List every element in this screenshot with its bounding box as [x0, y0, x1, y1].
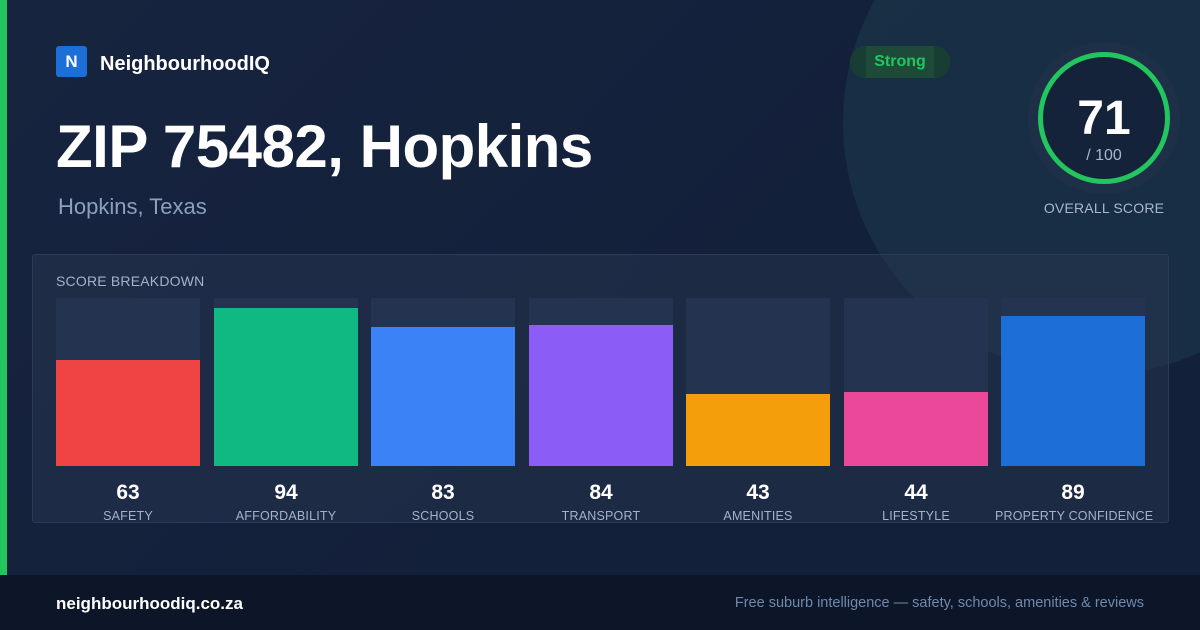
bar-label-property-confidence: PROPERTY CONFIDENCE: [995, 509, 1154, 523]
bar-value-transport: 84: [589, 481, 613, 504]
bar-label-lifestyle: LIFESTYLE: [882, 509, 950, 523]
bar-value-affordability: 94: [274, 481, 298, 504]
breakdown-title: SCORE BREAKDOWN: [56, 273, 205, 289]
bar-group-schools: 83 SCHOOLS: [371, 298, 515, 523]
overall-score-caption: OVERALL SCORE: [1043, 200, 1165, 216]
bar-group-transport: 84 TRANSPORT: [529, 298, 673, 523]
score-breakdown-panel: SCORE BREAKDOWN 63 SAFETY 94 AFFORDABILITY 8…: [32, 254, 1169, 523]
bar-amenities: [686, 393, 830, 466]
bar-group-amenities: 43 AMENITIES: [686, 298, 830, 523]
bar-track: [1001, 298, 1145, 466]
status-badge-label: Strong: [874, 53, 926, 70]
bar-label-safety: SAFETY: [103, 509, 153, 523]
bar-label-amenities: AMENITIES: [723, 509, 793, 523]
bar-lifestyle: [844, 392, 988, 466]
footer: neighbourhoodiq.co.za Free suburb intell…: [0, 575, 1200, 630]
bar-group-safety: 63 SAFETY: [56, 298, 200, 523]
bar-value-amenities: 43: [746, 481, 770, 504]
bar-transport: [529, 324, 673, 466]
bar-affordability: [214, 308, 358, 466]
bar-value-schools: 83: [431, 481, 455, 504]
score-ring-progress: 71 / 100: [1038, 52, 1170, 184]
bar-schools: [371, 326, 515, 466]
overall-score-max: / 100: [1086, 147, 1122, 164]
bar-group-lifestyle: 44 LIFESTYLE: [844, 298, 988, 523]
score-bar-chart: 63 SAFETY 94 AFFORDABILITY 83 SCHOOLS 84 TRANSP…: [56, 298, 1153, 523]
status-badge: Strong: [850, 46, 950, 78]
location-subtitle: Hopkins, Texas: [58, 194, 207, 219]
overall-score-value: 71: [1077, 92, 1131, 145]
bar-track: [686, 298, 830, 466]
bar-track: [371, 298, 515, 466]
bar-value-property-confidence: 89: [1061, 481, 1085, 504]
footer-domain-link[interactable]: neighbourhoodiq.co.za: [56, 594, 243, 613]
bar-value-lifestyle: 44: [904, 481, 928, 504]
bar-property-confidence: [1001, 316, 1145, 466]
overall-score-ring: 71 / 100: [1028, 42, 1180, 194]
bar-label-schools: SCHOOLS: [411, 509, 475, 523]
page-title: ZIP 75482, Hopkins: [56, 113, 593, 180]
bar-group-affordability: 94 AFFORDABILITY: [214, 298, 358, 523]
bar-track: [214, 298, 358, 466]
bar-safety: [56, 360, 200, 466]
brand-logo[interactable]: N NeighbourhoodIQ: [56, 46, 270, 77]
bar-value-safety: 63: [116, 481, 140, 504]
bar-track: [56, 298, 200, 466]
hero-card: N NeighbourhoodIQ ZIP 75482, Hopkins Hop…: [0, 0, 1200, 575]
logo-mark-icon: N: [56, 46, 87, 77]
footer-tagline: Free suburb intelligence — safety, schoo…: [734, 595, 1144, 611]
bar-track: [844, 298, 988, 466]
bar-group-property-confidence: 89 PROPERTY CONFIDENCE: [995, 298, 1153, 523]
bar-track: [529, 298, 673, 466]
accent-bar: [0, 0, 7, 575]
brand-name: NeighbourhoodIQ: [100, 53, 270, 75]
bar-label-transport: TRANSPORT: [561, 509, 641, 523]
bar-label-affordability: AFFORDABILITY: [235, 509, 337, 523]
